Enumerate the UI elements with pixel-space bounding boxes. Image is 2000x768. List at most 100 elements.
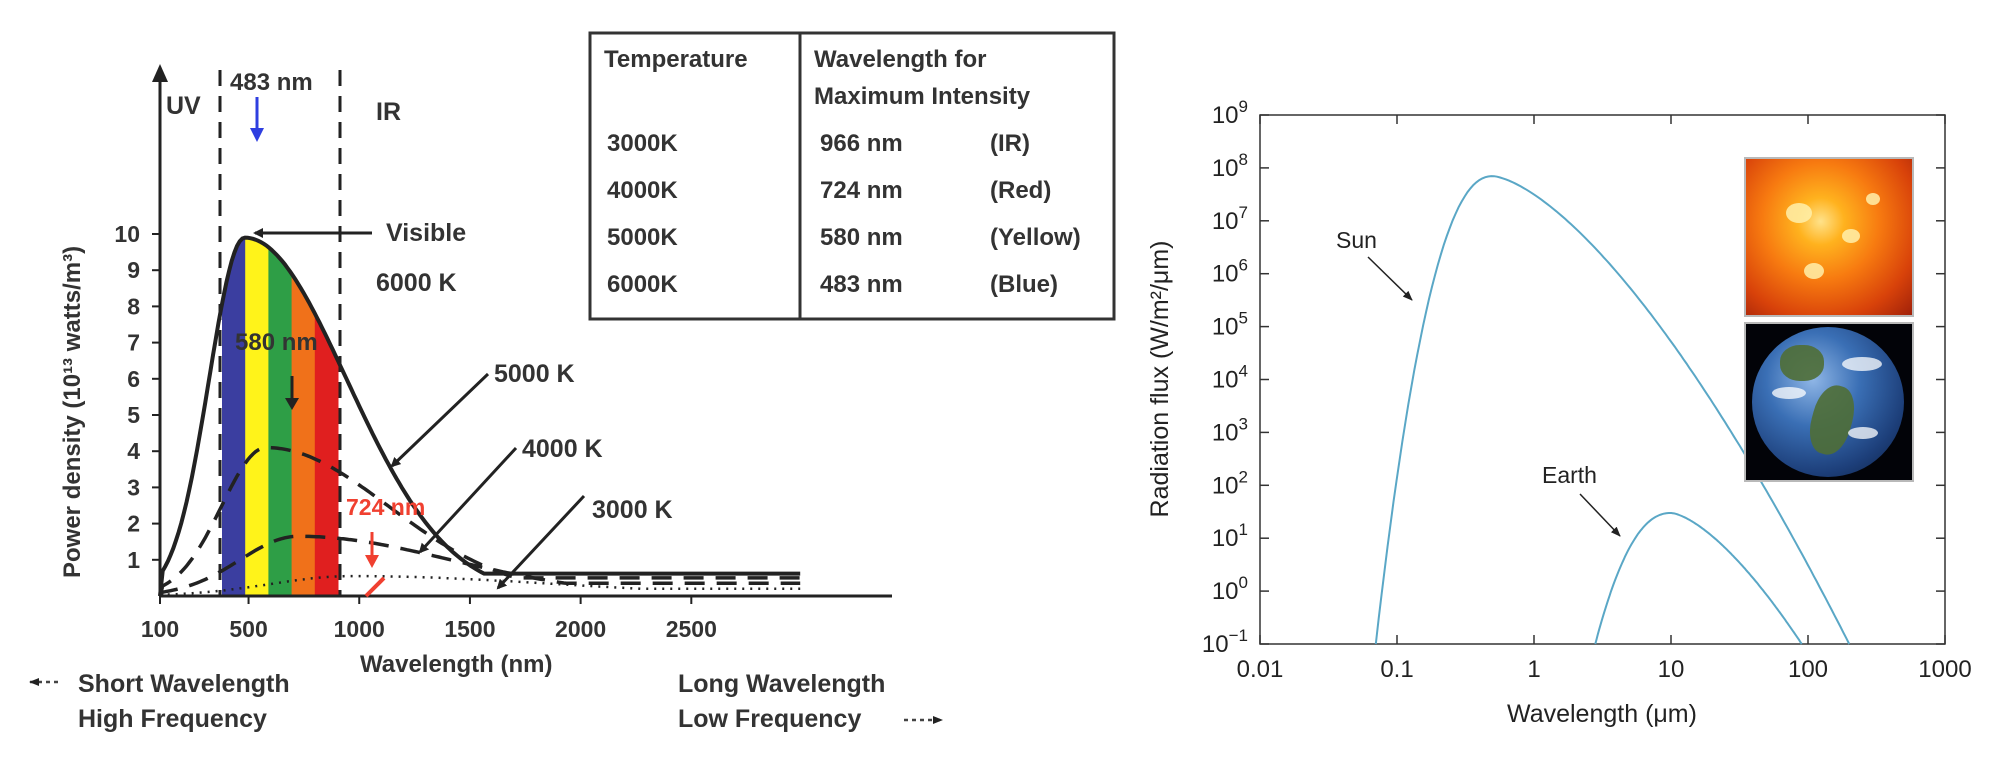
left-y-tick-label: 10: [114, 221, 140, 247]
planck-curves: [158, 235, 801, 598]
right-x-tick-label: 100: [1788, 656, 1828, 683]
uv-label: UV: [166, 92, 201, 120]
table-cell-wavelength: 483 nm: [820, 271, 903, 298]
earth-land: [1803, 381, 1861, 459]
series-3000-label: 3000 K: [592, 496, 673, 524]
table-row: 5000K 580 nm (Yellow): [607, 224, 1081, 251]
earth-cloud: [1842, 357, 1882, 371]
left-x-tick-label: 2500: [666, 616, 717, 642]
table-cell-wavelength: 966 nm: [820, 130, 903, 157]
table-row: 3000K 966 nm (IR): [607, 130, 1030, 157]
visible-band: [314, 237, 339, 596]
visible-spectrum-bands: [222, 237, 339, 596]
table-row: 4000K 724 nm (Red): [607, 177, 1051, 204]
planck-curve-4000K: [158, 534, 801, 597]
table-rows: 3000K 966 nm (IR) 4000K 724 nm (Red) 5000K 580 …: [607, 130, 1081, 298]
left-y-tick-label: 3: [127, 474, 140, 500]
ir-label: IR: [376, 98, 401, 126]
earth-land: [1780, 345, 1824, 381]
sun-flare: [1786, 203, 1812, 223]
left-x-tick-label: 500: [229, 616, 267, 642]
sun-flare: [1842, 229, 1860, 243]
left-y-tick-label: 7: [127, 330, 140, 356]
right-y-tick-label: 104: [1212, 362, 1248, 394]
long-wavelength-text: Long Wavelength: [678, 670, 885, 698]
left-y-tick-label: 4: [127, 438, 140, 464]
left-y-tick-label: 2: [127, 511, 140, 537]
right-y-tick-label: 100: [1212, 573, 1248, 605]
right-x-tick-label: 0.1: [1380, 656, 1413, 683]
series-3000-pointer: [496, 494, 586, 590]
left-y-tick-label: 8: [127, 293, 140, 319]
left-y-axis-arrowhead: [152, 64, 168, 82]
planck-chart: 1 2 3 4 5 6 7 8 9 10 100 500 1000 1500 2000 2500 UV IR…: [29, 64, 943, 733]
table-cell-temperature: 4000K: [607, 177, 678, 204]
table-header-temperature: Temperature: [604, 46, 748, 73]
table-header-wavelength: Wavelength for: [814, 46, 986, 73]
left-y-tick-label: 6: [127, 366, 140, 392]
earth-globe: [1752, 327, 1904, 477]
right-y-axis-title: Radiation flux (W/m²/μm): [1146, 241, 1174, 518]
right-y-tick-label: 105: [1212, 309, 1248, 341]
left-x-tick-label: 1500: [444, 616, 495, 642]
earth-flux-curve: [1594, 512, 1803, 645]
left-y-tick-label: 5: [127, 402, 140, 428]
right-x-tick-label: 0.01: [1237, 656, 1284, 683]
flux-curves: [1374, 175, 1851, 645]
series-5000-pointer: [390, 372, 490, 468]
table-cell-temperature: 3000K: [607, 130, 678, 157]
table-cell-color: (Red): [990, 177, 1051, 204]
sun-flare: [1804, 263, 1824, 279]
left-x-tick-label: 1000: [334, 616, 385, 642]
left-x-ticks: 100 500 1000 1500 2000 2500: [141, 596, 717, 642]
series-4000-label: 4000 K: [522, 435, 603, 463]
peak-3000-red-arrow: [364, 576, 386, 598]
left-x-tick-label: 100: [141, 616, 179, 642]
long-wavelength-note: Long Wavelength Low Frequency: [678, 670, 943, 733]
table-header-max-intensity: Maximum Intensity: [814, 83, 1031, 110]
peak-4000-arrowhead: [365, 555, 379, 568]
sun-pointer: [1367, 256, 1413, 301]
right-x-tick-label: 1: [1527, 656, 1540, 683]
short-wavelength-text: Short Wavelength: [78, 670, 290, 698]
left-x-axis-title: Wavelength (nm): [360, 651, 552, 678]
table-cell-wavelength: 580 nm: [820, 224, 903, 251]
left-y-tick-label: 9: [127, 257, 140, 283]
planck-curve-6000K: [158, 235, 801, 597]
right-y-tick-label: 10−1: [1202, 626, 1248, 658]
high-frequency-text: High Frequency: [78, 705, 267, 733]
peak-4000-label: 724 nm: [346, 494, 425, 520]
earth-cloud: [1848, 427, 1878, 439]
table-cell-temperature: 5000K: [607, 224, 678, 251]
right-y-tick-label: 106: [1212, 256, 1248, 288]
visible-label: Visible: [386, 219, 466, 247]
left-axes: [152, 64, 892, 598]
earth-photo: [1744, 322, 1914, 482]
right-y-tick-label: 102: [1212, 467, 1248, 499]
table-cell-color: (IR): [990, 130, 1030, 157]
earth-cloud: [1772, 387, 1806, 399]
right-x-tick-label: 1000: [1918, 656, 1971, 683]
left-y-ticks: 1 2 3 4 5 6 7 8 9 10: [114, 221, 160, 573]
table-cell-color: (Blue): [990, 271, 1058, 298]
right-y-tick-label: 107: [1212, 203, 1248, 235]
planck-curve-5000K: [158, 445, 801, 597]
short-wavelength-note: Short Wavelength High Frequency: [29, 670, 290, 733]
right-y-ticks: 10−1 100 101 102 103 104 105 106 107 108 109: [1202, 97, 1945, 658]
table-row: 6000K 483 nm (Blue): [607, 271, 1058, 298]
right-y-tick-label: 101: [1212, 520, 1248, 552]
sun-photo: [1744, 157, 1914, 317]
right-x-tick-label: 10: [1658, 656, 1685, 683]
table-border: [588, 31, 1116, 321]
right-y-tick-label: 103: [1212, 414, 1248, 446]
peak-6000-arrowhead: [250, 128, 264, 142]
series-5000-label: 5000 K: [494, 360, 575, 388]
left-y-tick-label: 1: [127, 547, 140, 573]
planck-curve-3000K: [159, 574, 801, 598]
right-y-tick-label: 108: [1212, 150, 1248, 182]
table-cell-temperature: 6000K: [607, 271, 678, 298]
table-cell-color: (Yellow): [990, 224, 1081, 251]
